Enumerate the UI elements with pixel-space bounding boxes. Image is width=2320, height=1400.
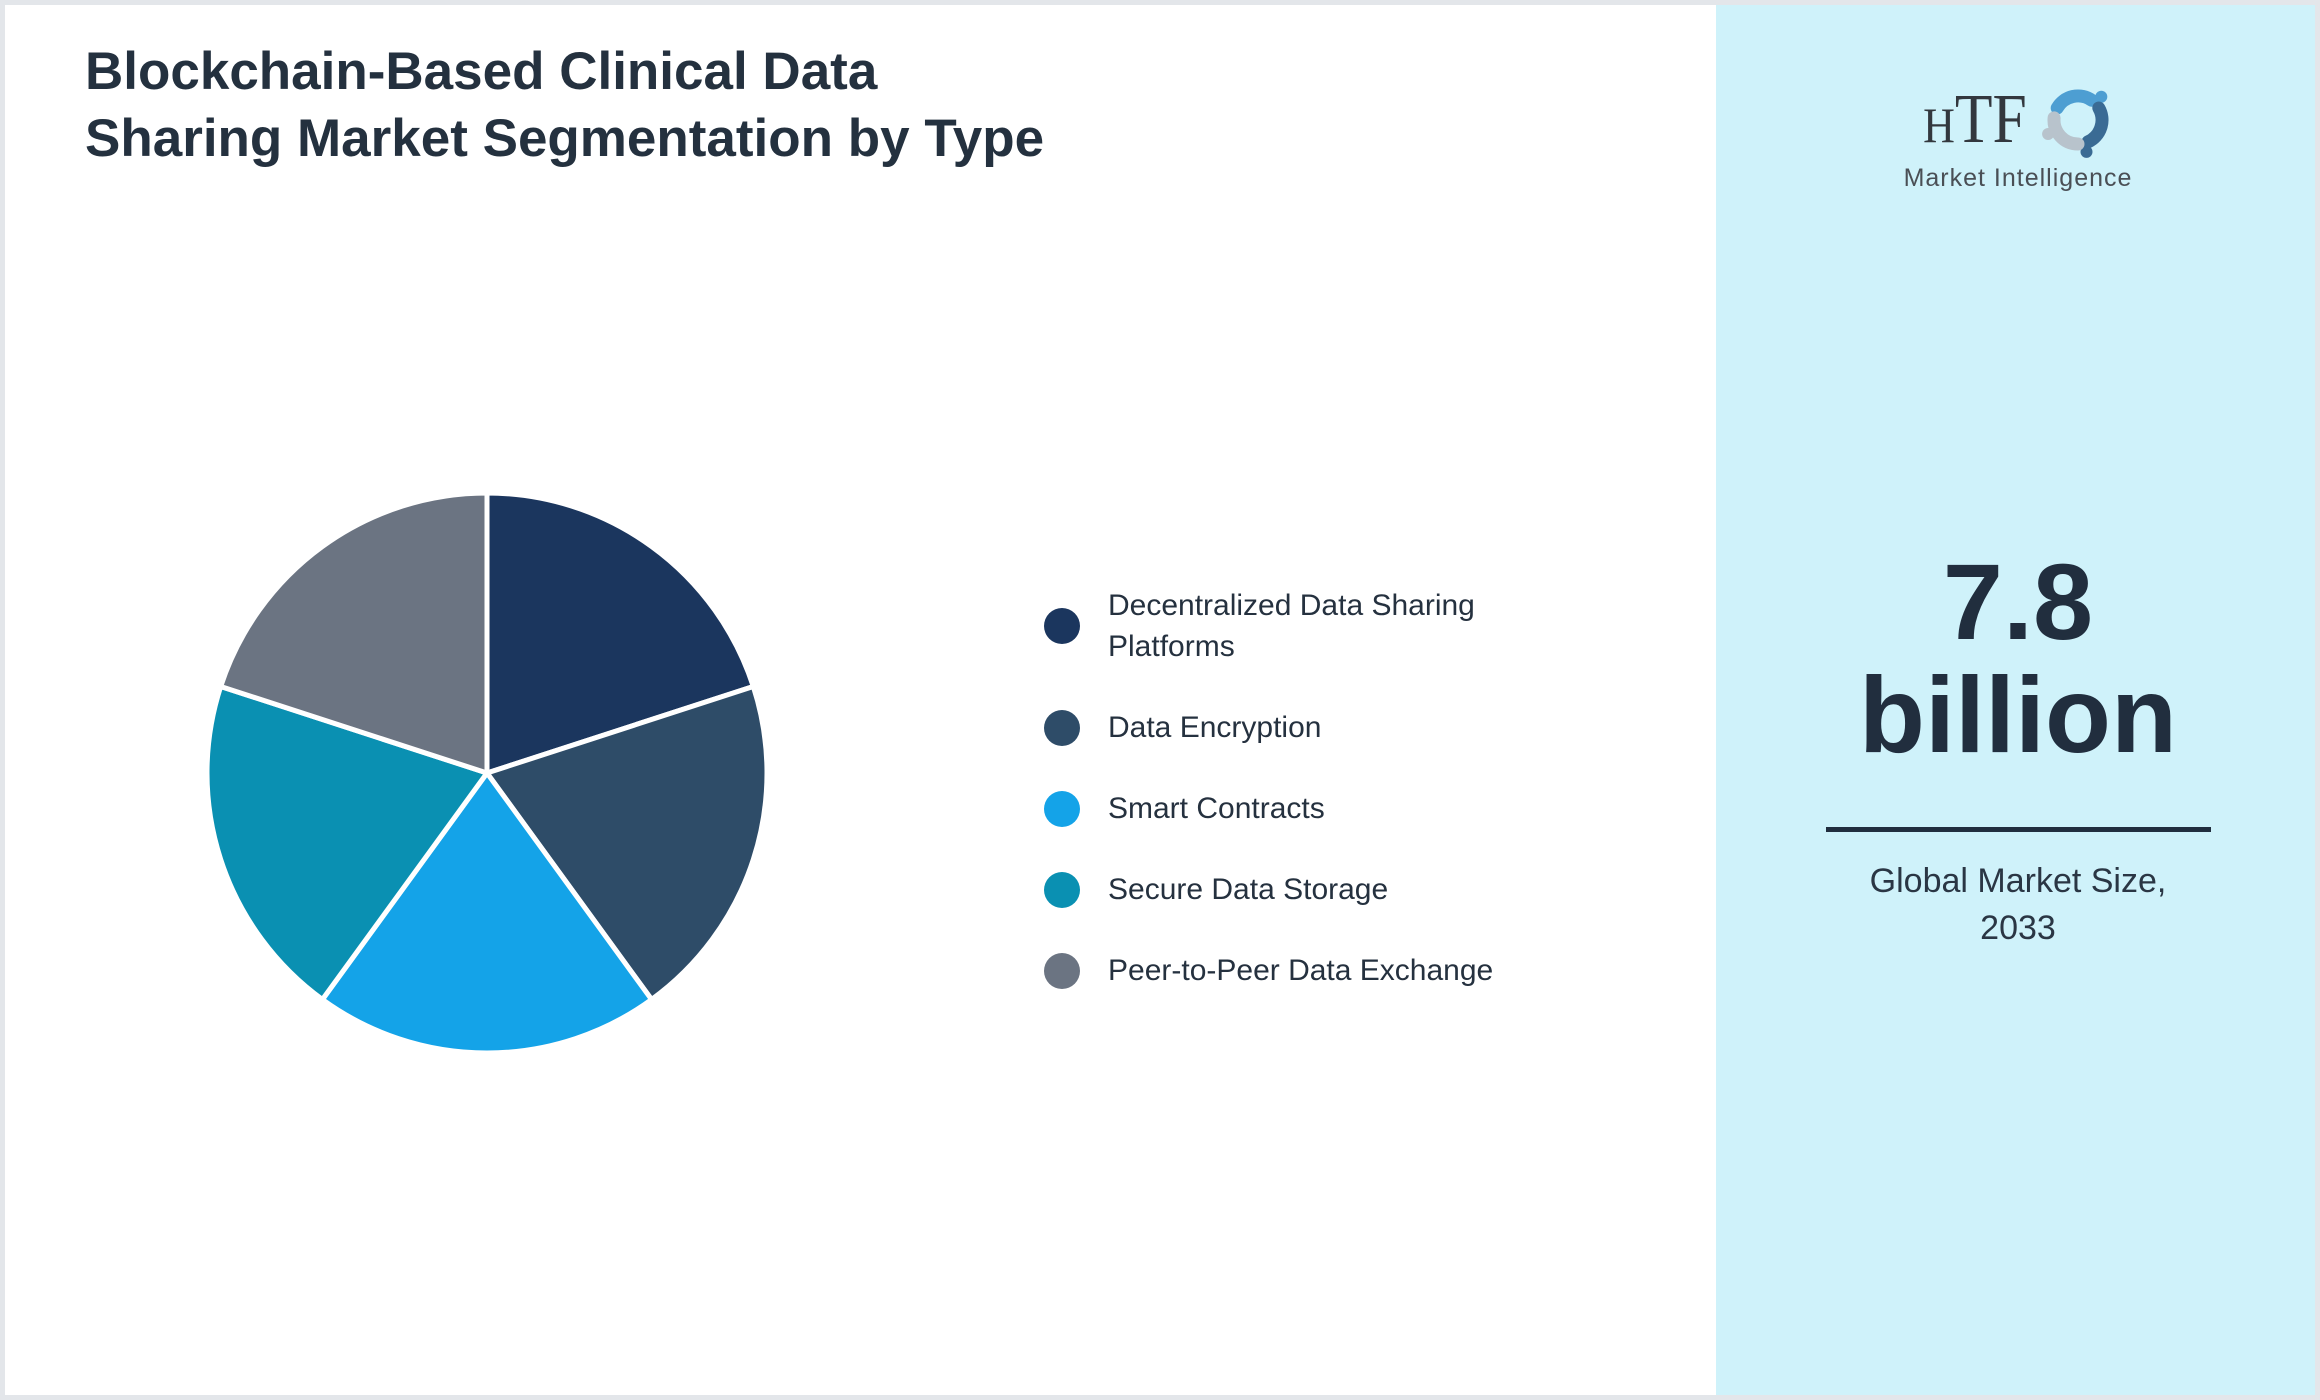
legend-item-2: Smart Contracts <box>1044 788 1544 829</box>
legend-item-4: Peer-to-Peer Data Exchange <box>1044 950 1544 991</box>
logo-row: HTF <box>1716 78 2320 162</box>
legend-dot <box>1044 709 1080 746</box>
logo-subtitle: Market Intelligence <box>1903 164 2133 192</box>
legend-label: Decentralized Data Sharing Platforms <box>1108 589 1475 663</box>
pie-slice-4 <box>218 490 490 776</box>
divider-line <box>1825 827 2211 832</box>
legend-item-0: Decentralized Data Sharing Platforms <box>1044 585 1544 667</box>
htf-swirl-icon <box>2042 89 2109 158</box>
caption-line-2: 2033 <box>1980 909 2056 947</box>
market-size-caption: Global Market Size, 2033 <box>1716 858 2320 952</box>
pie-slice-3 <box>204 683 490 1003</box>
logo-letters-tf: TF <box>1954 81 2027 158</box>
legend-dot <box>1044 790 1080 827</box>
legend-label: Smart Contracts <box>1108 792 1325 825</box>
pie-slice-2 <box>319 770 655 1056</box>
pie-slice-1 <box>484 683 770 1003</box>
pie-slice-0 <box>484 490 756 776</box>
market-size-panel: HTF Market Intelligence 7.8 billion <box>1716 0 2320 1400</box>
legend-dot <box>1044 952 1080 989</box>
caption-line-1: Global Market Size, <box>1869 862 2167 900</box>
legend-dot <box>1044 871 1080 908</box>
market-size-value: 7.8 billion <box>1716 545 2320 771</box>
legend-label: Secure Data Storage <box>1108 873 1389 906</box>
logo-brand-text: HTF <box>1923 85 2027 155</box>
legend-item-3: Secure Data Storage <box>1044 869 1544 910</box>
market-size-block: 7.8 billion Global Market Size, 2033 <box>1716 545 2320 952</box>
page-title: Blockchain-Based Clinical Data Sharing M… <box>85 42 1045 168</box>
legend-dot <box>1044 608 1080 644</box>
logo-letter-h: H <box>1923 97 1955 153</box>
legend-label: Data Encryption <box>1108 711 1322 744</box>
chart-legend: Decentralized Data Sharing Platforms Data… <box>1044 585 1544 991</box>
market-size-unit: billion <box>1859 654 2177 775</box>
legend-label: Peer-to-Peer Data Exchange <box>1108 954 1494 987</box>
legend-item-1: Data Encryption <box>1044 707 1544 748</box>
market-size-number: 7.8 <box>1942 541 2094 662</box>
htf-logo: HTF Market Intelligence <box>1716 78 2320 193</box>
pie-chart <box>204 490 770 1056</box>
